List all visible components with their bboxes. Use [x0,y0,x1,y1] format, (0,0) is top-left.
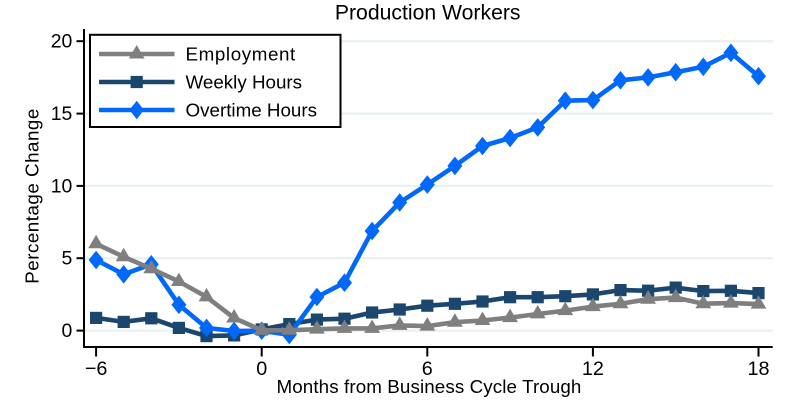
svg-text:10: 10 [51,175,73,197]
svg-text:Overtime Hours: Overtime Hours [186,100,318,121]
svg-text:Production Workers: Production Workers [335,2,521,25]
svg-text:15: 15 [51,103,73,125]
svg-text:Employment: Employment [186,44,297,65]
svg-text:5: 5 [62,248,73,270]
svg-text:20: 20 [51,31,73,53]
svg-text:0: 0 [62,320,73,342]
svg-text:18: 18 [747,358,769,380]
svg-text:6: 6 [422,358,433,380]
svg-text:Weekly Hours: Weekly Hours [186,72,303,93]
svg-text:Months from Business Cycle Tro: Months from Business Cycle Trough [277,376,582,397]
svg-text:Percentage Change: Percentage Change [22,108,43,284]
svg-text:12: 12 [582,358,604,380]
svg-text:0: 0 [256,358,267,380]
svg-text:−6: −6 [85,358,108,380]
